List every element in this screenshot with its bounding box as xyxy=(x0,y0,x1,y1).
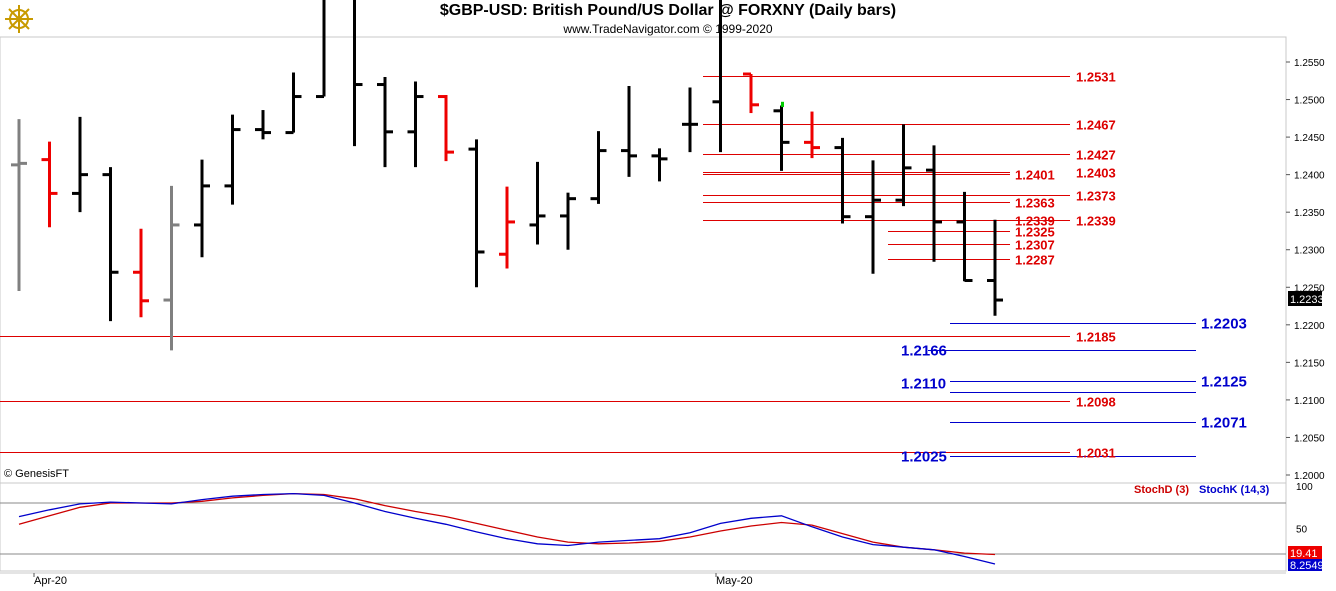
ohlc-bar xyxy=(590,131,607,204)
last-price-box xyxy=(1288,291,1322,306)
level-label: 1.2531 xyxy=(1076,70,1116,85)
price-tick-label: 1.2050 xyxy=(1294,433,1325,444)
ohlc-bar xyxy=(316,0,326,99)
ohlc-bar xyxy=(865,160,881,274)
level-label: 1.2031 xyxy=(1076,446,1116,461)
level-label: 1.2071 xyxy=(1201,415,1247,432)
level-label: 1.2467 xyxy=(1076,118,1116,133)
price-bars xyxy=(11,0,1003,351)
level-label: 1.2025 xyxy=(901,449,947,466)
price-tick-label: 1.2200 xyxy=(1294,321,1325,332)
ohlc-bar xyxy=(529,161,546,245)
ohlc-bar xyxy=(926,145,942,262)
level-label: 1.2363 xyxy=(1015,196,1055,211)
price-tick-label: 1.2450 xyxy=(1294,133,1325,144)
last-price-label: 1.2233 xyxy=(1290,294,1324,306)
ohlc-bar xyxy=(743,72,759,114)
ohlc-bar xyxy=(651,148,668,182)
ohlc-bar xyxy=(987,219,1003,316)
level-labels: 1.2531 1.2467 1.2427 1.2403 1.2401 1.2373 1.23… xyxy=(901,70,1247,466)
price-tick-label: 1.2250 xyxy=(1294,283,1325,294)
price-tick-label: 1.2400 xyxy=(1294,171,1325,182)
ohlc-bar xyxy=(438,95,454,162)
stoch-k-line xyxy=(18,492,996,565)
level-label: 1.2203 xyxy=(1201,316,1247,333)
ohlc-bar xyxy=(194,159,210,258)
x-tick-apr: Apr-20 xyxy=(34,575,67,587)
ohlc-bar xyxy=(560,192,576,250)
level-label: 1.2401 xyxy=(1015,168,1055,183)
ohlc-bar xyxy=(468,139,485,288)
level-label: 1.2325 xyxy=(1015,225,1055,240)
level-label: 1.2166 xyxy=(901,343,947,360)
ohlc-bar xyxy=(804,111,820,159)
level-label: 1.2110 xyxy=(901,376,946,393)
price-tick-label: 1.2100 xyxy=(1294,396,1325,407)
ohlc-bar xyxy=(895,124,912,207)
price-tick-label: 1.2000 xyxy=(1294,471,1325,482)
ohlc-bar xyxy=(773,105,790,171)
ohlc-bar xyxy=(499,186,515,269)
ohlc-bar xyxy=(285,72,302,135)
stoch-d-tag xyxy=(1288,546,1322,559)
main-panel-border xyxy=(0,36,1287,484)
price-tick-label: 1.2150 xyxy=(1294,358,1325,369)
ohlc-bar xyxy=(224,114,241,205)
ohlc-bar xyxy=(682,87,698,153)
ohlc-bar xyxy=(72,116,88,213)
level-label: 1.2427 xyxy=(1076,148,1116,163)
price-axis: 1.2000 1.2050 1.2100 1.2150 1.2200 1.2250 1.23… xyxy=(1286,58,1325,482)
level-label: 1.2307 xyxy=(1015,238,1055,253)
price-tick-label: 1.2350 xyxy=(1294,208,1325,219)
ship-wheel-icon xyxy=(5,5,33,33)
stochastic-panel: 100 50 StochD (3) StochK (14,3) 19.41 8.2… xyxy=(0,482,1324,572)
level-label: 1.2185 xyxy=(1076,330,1116,345)
ohlc-bar xyxy=(956,191,973,283)
legend-stoch-d: StochD (3) xyxy=(1134,484,1189,496)
price-tick-label: 1.2300 xyxy=(1294,246,1325,257)
level-label: 1.2287 xyxy=(1015,253,1055,268)
stoch-k-value: 8.2549 xyxy=(1290,560,1324,572)
stoch-d-value: 19.41 xyxy=(1290,548,1318,560)
level-label: 1.2098 xyxy=(1076,395,1116,410)
stochastic-panel-border xyxy=(0,482,1287,572)
level-label: 1.2403 xyxy=(1076,166,1116,181)
last-price-tag: 1.2233 xyxy=(1288,291,1324,306)
ohlc-bar xyxy=(133,228,149,318)
price-tick-label: 1.2500 xyxy=(1294,96,1325,107)
level-label: 1.2125 xyxy=(1201,374,1247,391)
ohlc-bar xyxy=(377,77,393,168)
chart-title: $GBP-USD: British Pound/US Dollar @ FORX… xyxy=(439,2,897,19)
main-panel: 1.2000 1.2050 1.2100 1.2150 1.2200 1.2250 1.23… xyxy=(0,0,1325,484)
level-label: 1.2339 xyxy=(1076,214,1116,229)
stochastic-axis: 100 50 xyxy=(0,482,1313,555)
stoch-tick-label: 100 xyxy=(1296,482,1313,493)
stoch-k-tag xyxy=(1288,559,1322,571)
level-lines xyxy=(0,76,1196,457)
ohlc-bar xyxy=(41,141,58,228)
price-tick-label: 1.2550 xyxy=(1294,58,1325,69)
level-label: 1.2373 xyxy=(1076,189,1116,204)
time-axis: Apr-20 May-20 xyxy=(0,572,1286,587)
ohlc-bar xyxy=(621,86,637,177)
x-tick-may: May-20 xyxy=(716,575,753,587)
copyright-label: © GenesisFT xyxy=(4,468,69,480)
ohlc-bar xyxy=(712,0,722,153)
ohlc-bar xyxy=(255,110,271,140)
ohlc-bar xyxy=(11,119,27,292)
ohlc-bar xyxy=(407,81,424,168)
ohlc-bar xyxy=(163,185,180,351)
stoch-tick-label: 50 xyxy=(1296,525,1308,536)
stochastic-lines xyxy=(18,492,996,565)
level-label: 1.2339 xyxy=(1015,214,1055,229)
ohlc-bar xyxy=(353,0,363,147)
legend-stoch-k: StochK (14,3) xyxy=(1199,484,1270,496)
ohlc-bar xyxy=(834,137,851,224)
ohlc-bar xyxy=(102,167,119,322)
chart-subtitle: www.TradeNavigator.com © 1999-2020 xyxy=(563,22,773,36)
